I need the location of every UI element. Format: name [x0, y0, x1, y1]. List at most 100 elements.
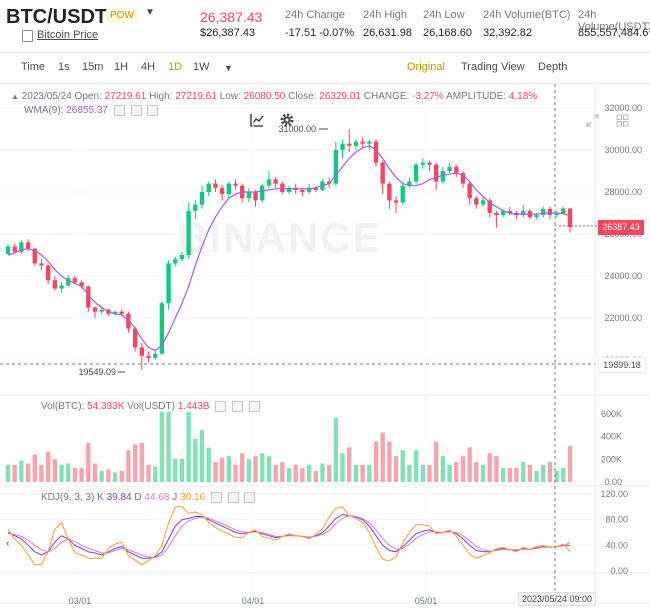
- interval-4h[interactable]: 4H: [141, 61, 156, 73]
- price-tick-label: 28000.00: [604, 187, 642, 197]
- time-tick-label: 05/01: [415, 596, 438, 606]
- candle-body: [326, 181, 332, 184]
- candle-body: [434, 164, 439, 182]
- eye-icon[interactable]: [210, 492, 222, 503]
- candle-body: [333, 150, 339, 184]
- volume-bar: [527, 465, 533, 482]
- candle-body: [413, 164, 419, 182]
- gear-icon[interactable]: [280, 113, 294, 127]
- volume-bar: [380, 432, 385, 482]
- chart-area[interactable]: BINANCE 32000.0030000.0028000.0026000.00…: [0, 84, 650, 608]
- interval-1s[interactable]: 1s: [58, 61, 70, 73]
- volume-bar: [440, 456, 446, 482]
- chevron-up-icon[interactable]: ▲: [11, 92, 19, 101]
- candle-body: [360, 141, 365, 144]
- eye-icon[interactable]: [113, 105, 125, 116]
- chart-toolbar: Time 1s 15m 1H 4H 1D 1W ▼ Original Tradi…: [0, 53, 650, 127]
- view-depth-tab[interactable]: Depth: [538, 61, 568, 73]
- candle-body: [306, 187, 312, 192]
- volume-bar: [206, 447, 211, 482]
- candle-body: [132, 328, 138, 348]
- volume-bar: [39, 465, 44, 482]
- kdj-series: [7, 506, 571, 566]
- close-icon[interactable]: [248, 401, 260, 412]
- volume-bar: [541, 465, 546, 482]
- interval-1w[interactable]: 1W: [193, 61, 210, 73]
- candle-body: [520, 210, 526, 216]
- stat-value-24h-low: 26,168.60: [423, 27, 472, 39]
- candle-body: [340, 143, 345, 150]
- volume-bar: [273, 465, 278, 482]
- price-chart-svg[interactable]: BINANCE 32000.0030000.0028000.0026000.00…: [0, 84, 650, 608]
- candle-body: [72, 278, 78, 283]
- interval-1h[interactable]: 1H: [114, 61, 129, 73]
- kdj-line-j: [7, 506, 571, 566]
- view-tradingview-tab[interactable]: Trading View: [461, 61, 525, 73]
- ohlc-low-label: Low:: [219, 91, 241, 102]
- volume-bar: [112, 472, 118, 482]
- ohlc-close-label: Close:: [288, 91, 317, 102]
- volume-bar: [253, 456, 258, 482]
- candle-body: [199, 192, 205, 205]
- price-tick-label: 22000.00: [604, 313, 642, 323]
- volume-bar: [239, 453, 245, 482]
- candle-body: [146, 355, 151, 358]
- settings-icon[interactable]: [227, 492, 239, 503]
- interval-time[interactable]: Time: [21, 61, 46, 73]
- close-icon[interactable]: [147, 105, 159, 116]
- bitcoin-price-link[interactable]: Bitcoin Price: [37, 29, 99, 41]
- volume-bar: [266, 456, 272, 482]
- chart-type-icon[interactable]: [250, 113, 264, 127]
- interval-1d[interactable]: 1D: [168, 61, 183, 73]
- high-annotation: 31000.00: [278, 124, 316, 134]
- volume-bar: [306, 465, 312, 482]
- price-tick-label: 30000.00: [604, 145, 642, 155]
- volume-bar: [407, 465, 412, 482]
- volume-bar: [52, 459, 58, 482]
- candle-body: [126, 313, 131, 329]
- candle-body: [92, 307, 98, 312]
- volume-bar: [393, 456, 399, 482]
- candle-body: [25, 242, 31, 249]
- settings-icon[interactable]: [130, 105, 142, 116]
- symbol-title[interactable]: BTC/USDT: [6, 6, 108, 28]
- last-price: 26,387.43: [200, 9, 263, 25]
- settings-icon[interactable]: [232, 401, 244, 412]
- binance-watermark: BINANCE: [177, 214, 382, 261]
- chevron-left-icon[interactable]: ‹: [6, 538, 9, 549]
- vol-usdt-label: Vol(USDT): [127, 401, 175, 413]
- candle-body: [186, 210, 191, 255]
- ohlc-change-label: CHANGE:: [363, 91, 410, 102]
- volume-bar: [567, 446, 573, 482]
- eye-icon[interactable]: [215, 401, 227, 412]
- chevron-down-icon[interactable]: ▼: [145, 7, 155, 18]
- kdj-tick-label: 120.00: [600, 489, 628, 499]
- wma-value: 26855.37: [66, 105, 108, 117]
- candle-body: [474, 198, 479, 205]
- candle-body: [213, 183, 218, 188]
- kdj-tick-label: 40.00: [605, 540, 628, 550]
- candle-body: [32, 248, 37, 264]
- stat-value-24h-high: 26,631.98: [363, 27, 412, 39]
- more-intervals-chevron-icon[interactable]: ▼: [224, 63, 233, 73]
- volume-bar: [45, 451, 51, 482]
- volume-bar: [179, 458, 185, 482]
- volume-bar: [454, 462, 459, 482]
- ohlc-amplitude: 4.18%: [508, 91, 538, 102]
- interval-15m[interactable]: 15m: [82, 61, 104, 73]
- candle-body: [246, 192, 252, 199]
- ohlc-amplitude-label: AMPLITUDE:: [446, 91, 507, 102]
- close-icon[interactable]: [244, 492, 256, 503]
- candle-body: [400, 185, 405, 203]
- candle-body: [179, 255, 185, 260]
- kdj-k-label: K: [97, 492, 104, 504]
- stat-value-24h-volume-usdt: 855,557,484.67: [578, 27, 650, 39]
- volume-bar: [99, 470, 104, 482]
- view-original-tab[interactable]: Original: [407, 61, 445, 73]
- volume-bar: [460, 456, 466, 482]
- volume-bar: [326, 465, 332, 482]
- volume-bar: [233, 465, 238, 482]
- grid-layout-icon[interactable]: [616, 114, 629, 127]
- volume-series: [5, 411, 573, 482]
- candle-body: [45, 265, 51, 281]
